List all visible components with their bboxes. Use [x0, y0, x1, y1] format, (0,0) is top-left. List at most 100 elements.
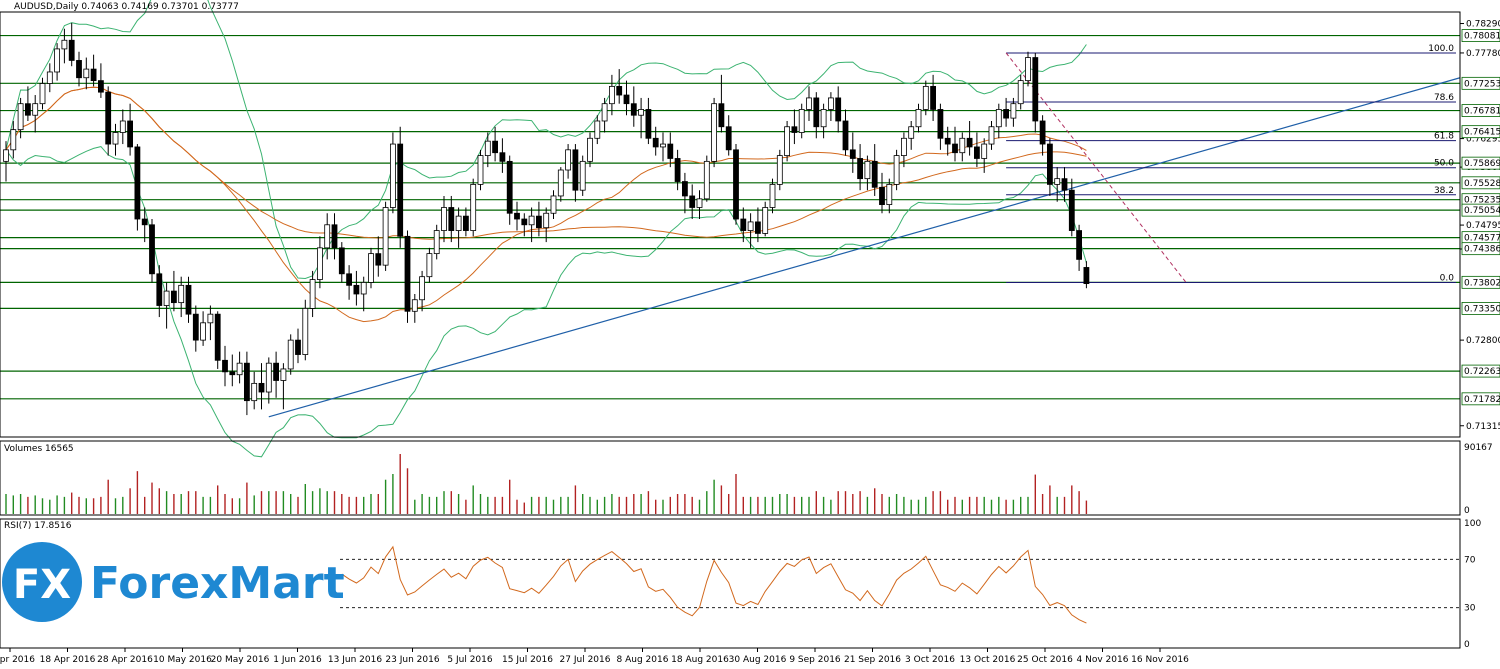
candle-body: [265, 362, 272, 393]
price-tick-label: 0.74795: [1466, 221, 1500, 231]
rsi-axis-label: 0: [1464, 640, 1470, 650]
x-axis-label: 3 Oct 2016: [905, 655, 955, 665]
candle-body: [988, 126, 995, 145]
candle-body: [1039, 120, 1046, 145]
candle-body: [755, 221, 761, 234]
candle-body: [127, 120, 133, 148]
candle-body: [149, 224, 155, 275]
candle-body: [295, 339, 301, 355]
level-price-box: [1461, 29, 1500, 42]
candle-body: [915, 109, 922, 128]
logo-circle-icon: [2, 542, 82, 622]
candle-body: [521, 218, 528, 226]
candle-body: [1068, 189, 1075, 231]
candle-body: [974, 146, 980, 159]
candle-body: [944, 137, 951, 145]
level-price-box: [1461, 392, 1500, 406]
candle-body: [258, 382, 265, 393]
candle-body: [740, 218, 747, 231]
candle-body: [937, 109, 944, 139]
candle-body: [1025, 57, 1031, 82]
candle-body: [798, 109, 805, 133]
candle-body: [922, 85, 929, 110]
level-price-box: [1461, 203, 1500, 217]
level-price-box: [1461, 156, 1500, 170]
rsi-axis-label: 30: [1464, 604, 1476, 614]
candle-body: [703, 160, 710, 200]
x-axis-label: 21 Sep 2016: [844, 655, 901, 665]
price-tick-label: 0.72800: [1466, 336, 1500, 346]
level-price-label: 0.71782: [1464, 395, 1500, 405]
level-price-label: 0.75235: [1464, 196, 1500, 206]
candle-body: [1061, 178, 1068, 191]
candle-body: [353, 284, 360, 295]
candle-body: [105, 91, 112, 145]
x-axis-label: 9 Sep 2016: [789, 655, 841, 665]
candle-body: [901, 137, 907, 156]
rsi-frame: [0, 518, 1461, 649]
level-price-box: [1461, 104, 1500, 117]
candle-body: [565, 149, 571, 171]
candle-body: [1076, 230, 1082, 260]
price-tick-label: 0.77780: [1466, 49, 1500, 59]
x-axis-label: 1 Jun 2016: [273, 655, 322, 665]
candle-body: [280, 368, 287, 381]
volume-frame: [0, 440, 1461, 516]
price-tick-label: 0.78290: [1466, 20, 1500, 30]
logo-name: ForexMart: [90, 558, 345, 609]
candle-body: [536, 215, 542, 229]
candle-body: [616, 85, 623, 96]
x-axis-label: 4 Nov 2016: [1077, 655, 1129, 665]
candle-body: [46, 71, 53, 84]
main-price-panel: 100.0 78.6 61.8 50.0 38.2 0.0: [0, 0, 1461, 458]
candle-body: [514, 212, 520, 220]
candle-body: [419, 276, 426, 301]
candle-body: [309, 279, 316, 309]
candle-body: [828, 97, 834, 110]
candle-body: [134, 146, 141, 220]
candle-body: [426, 253, 433, 278]
candle-body: [506, 160, 513, 214]
candle-body: [346, 273, 353, 286]
candle-body: [660, 143, 666, 148]
candle-body: [302, 308, 309, 355]
level-price-label: 0.76415: [1464, 128, 1500, 138]
candle-body: [61, 39, 68, 50]
candle-body: [550, 195, 557, 214]
price-tick-label: 0.71315: [1466, 422, 1500, 432]
candle-body: [1003, 109, 1009, 119]
volume-axis-label: 90167: [1464, 443, 1493, 453]
candle-body: [528, 215, 535, 226]
candle-body: [338, 247, 345, 275]
level-price-label: 0.77253: [1464, 79, 1500, 89]
logo-fx-icon: FX: [13, 562, 71, 608]
candle-body: [484, 140, 491, 156]
candle-body: [630, 103, 637, 116]
moving-average-fast-line: [5, 86, 1087, 323]
candle-body: [222, 359, 228, 373]
candle-body: [192, 313, 199, 341]
candle-body: [39, 83, 46, 105]
chart-symbol-title: AUDUSD,Daily 0.74063 0.74169 0.73701 0.7…: [14, 2, 239, 12]
candle-body: [674, 158, 681, 182]
forexmart-logo: FX ForexMart: [2, 542, 345, 622]
candle-body: [995, 109, 1002, 128]
candle-body: [389, 143, 396, 208]
candle-body: [200, 322, 207, 341]
candle-body: [579, 160, 586, 191]
candle-body: [864, 160, 871, 180]
level-price-label: 0.72263: [1464, 367, 1500, 377]
candle-body: [375, 253, 382, 266]
x-axis-label: 27 Jul 2016: [560, 655, 611, 665]
candle-body: [959, 137, 966, 154]
candle-body: [273, 362, 280, 381]
candle-body: [594, 120, 601, 139]
candle-body: [857, 158, 863, 180]
rsi-line: [341, 545, 1087, 624]
candle-body: [543, 212, 550, 229]
candle-body: [243, 362, 250, 402]
candle-body: [689, 195, 696, 208]
candle-body: [119, 120, 126, 133]
level-price-box: [1461, 275, 1500, 289]
